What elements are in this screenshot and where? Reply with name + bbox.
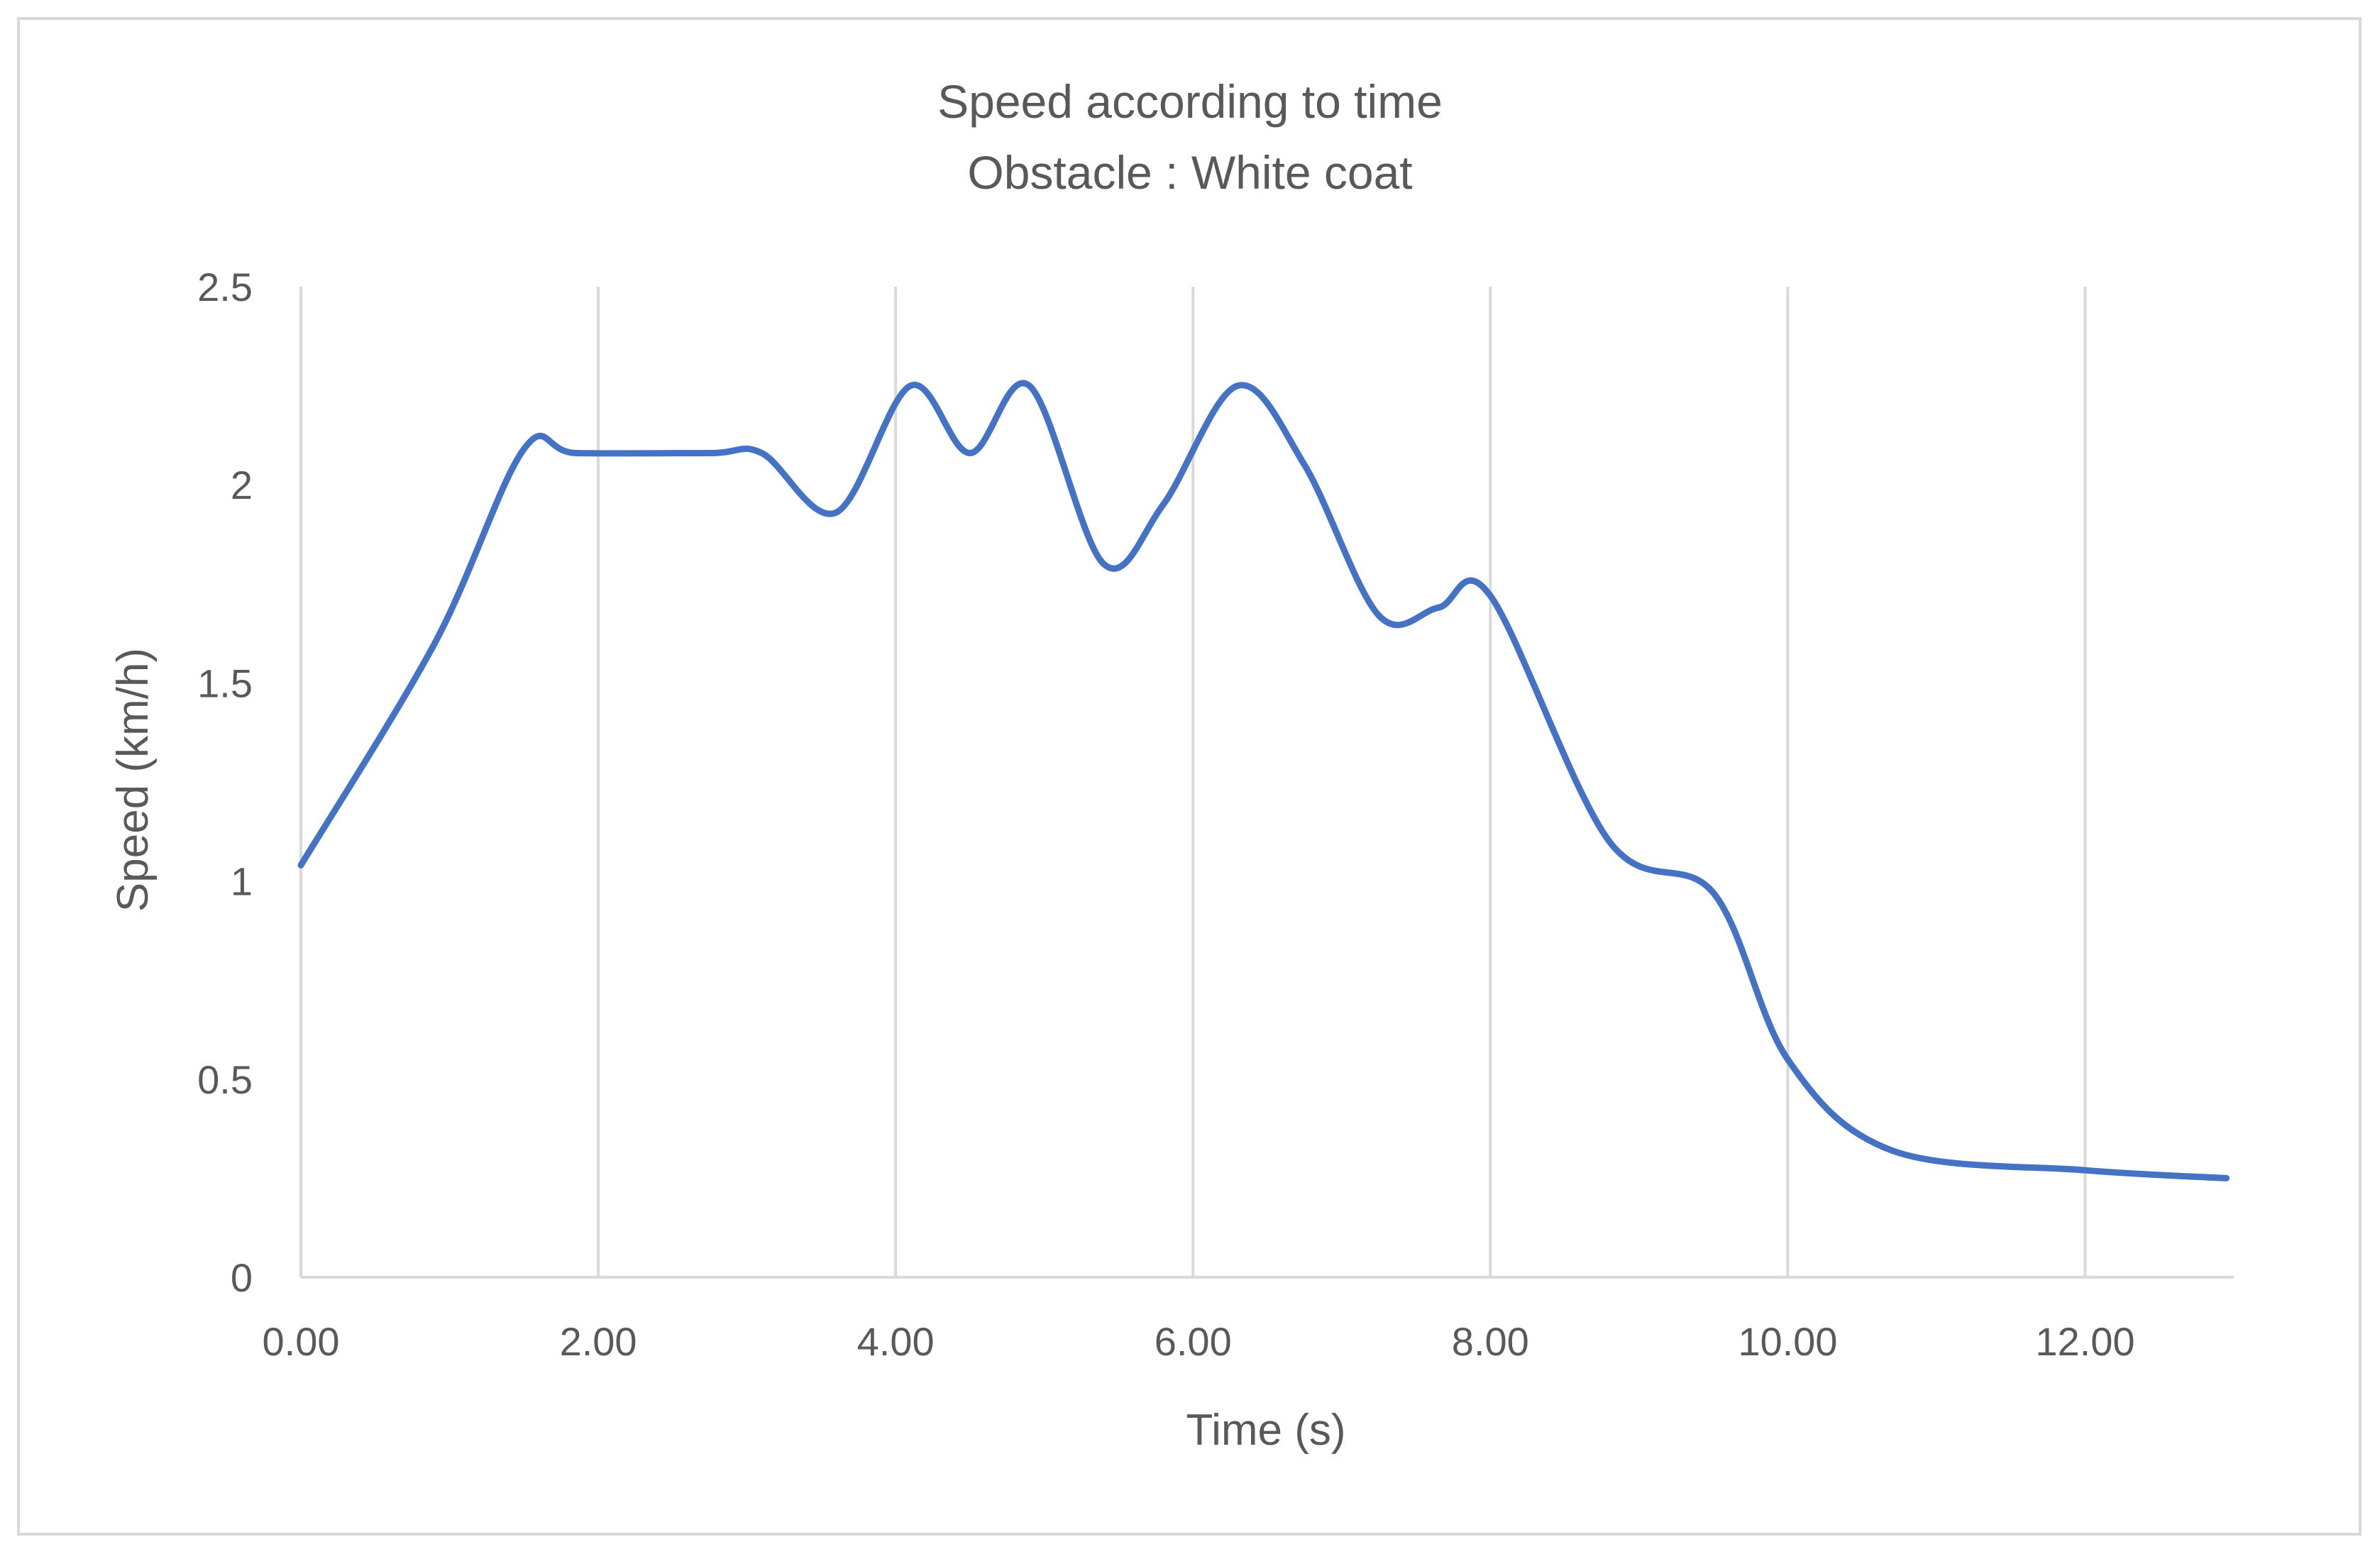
x-tick-label: 6.00 <box>1155 1319 1232 1364</box>
y-tick-label: 0.5 <box>197 1057 253 1102</box>
series-layer <box>297 380 2230 1181</box>
x-tick-label: 2.00 <box>560 1319 637 1364</box>
y-axis-title: Speed (km/h) <box>109 648 158 912</box>
gridlines <box>597 287 2087 1277</box>
x-axis-title: Time (s) <box>1186 1406 1346 1455</box>
chart-subtitle: Obstacle : White coat <box>967 146 1412 199</box>
x-tick-label: 12.00 <box>2035 1319 2134 1364</box>
y-tick-label: 1.5 <box>197 661 253 705</box>
y-tick-labels: 0 0.5 1 1.5 2 2.5 <box>197 265 253 1300</box>
x-tick-label: 4.00 <box>857 1319 935 1364</box>
x-tick-label: 8.00 <box>1452 1319 1529 1364</box>
x-tick-label: 0.00 <box>263 1319 340 1364</box>
y-tick-label: 2 <box>231 463 253 507</box>
x-axis-line-group <box>299 287 2234 1279</box>
x-tick-labels: 0.00 2.00 4.00 6.00 8.00 10.00 12.00 <box>263 1319 2135 1364</box>
series-line <box>297 380 2230 1181</box>
x-tick-label: 10.00 <box>1738 1319 1837 1364</box>
chart-title: Speed according to time <box>937 75 1443 128</box>
chart-frame <box>17 17 2362 1536</box>
y-tick-label: 2.5 <box>197 265 253 309</box>
y-tick-label: 0 <box>231 1255 253 1300</box>
y-tick-label: 1 <box>231 859 253 904</box>
